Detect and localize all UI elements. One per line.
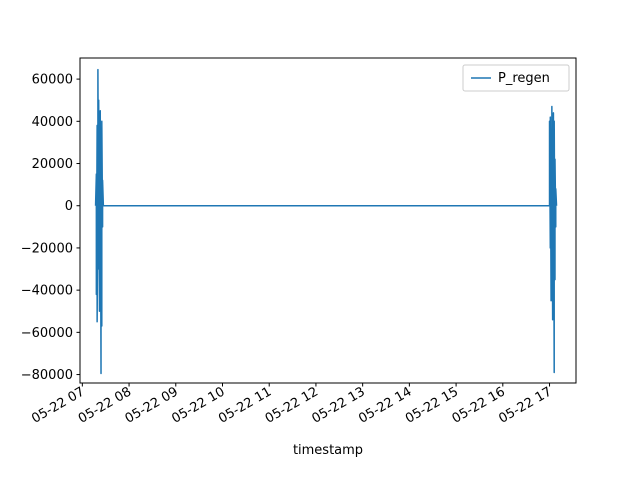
y-axis: −80000 −60000 −40000 −20000 0 20000 40000 60000 [21,73,80,383]
axes-frame [79,57,577,384]
y-tick-label: 40000 [32,115,73,130]
plot-area [79,57,577,384]
y-tick-label: −60000 [21,326,73,341]
y-tick-label: 0 [65,199,73,214]
legend-label-p-regen: P_regen [498,71,550,86]
x-axis-label: timestamp [293,443,363,458]
legend-box [462,64,570,92]
y-tick-label: 60000 [32,73,73,88]
y-tick-label: 20000 [32,157,73,172]
legend: P_regen [462,64,570,92]
y-tick-label: −80000 [21,368,73,383]
series-layer [94,68,558,375]
y-tick-label: −20000 [21,241,73,256]
series-line-p-regen [94,68,558,375]
y-tick-label: −40000 [21,284,73,299]
